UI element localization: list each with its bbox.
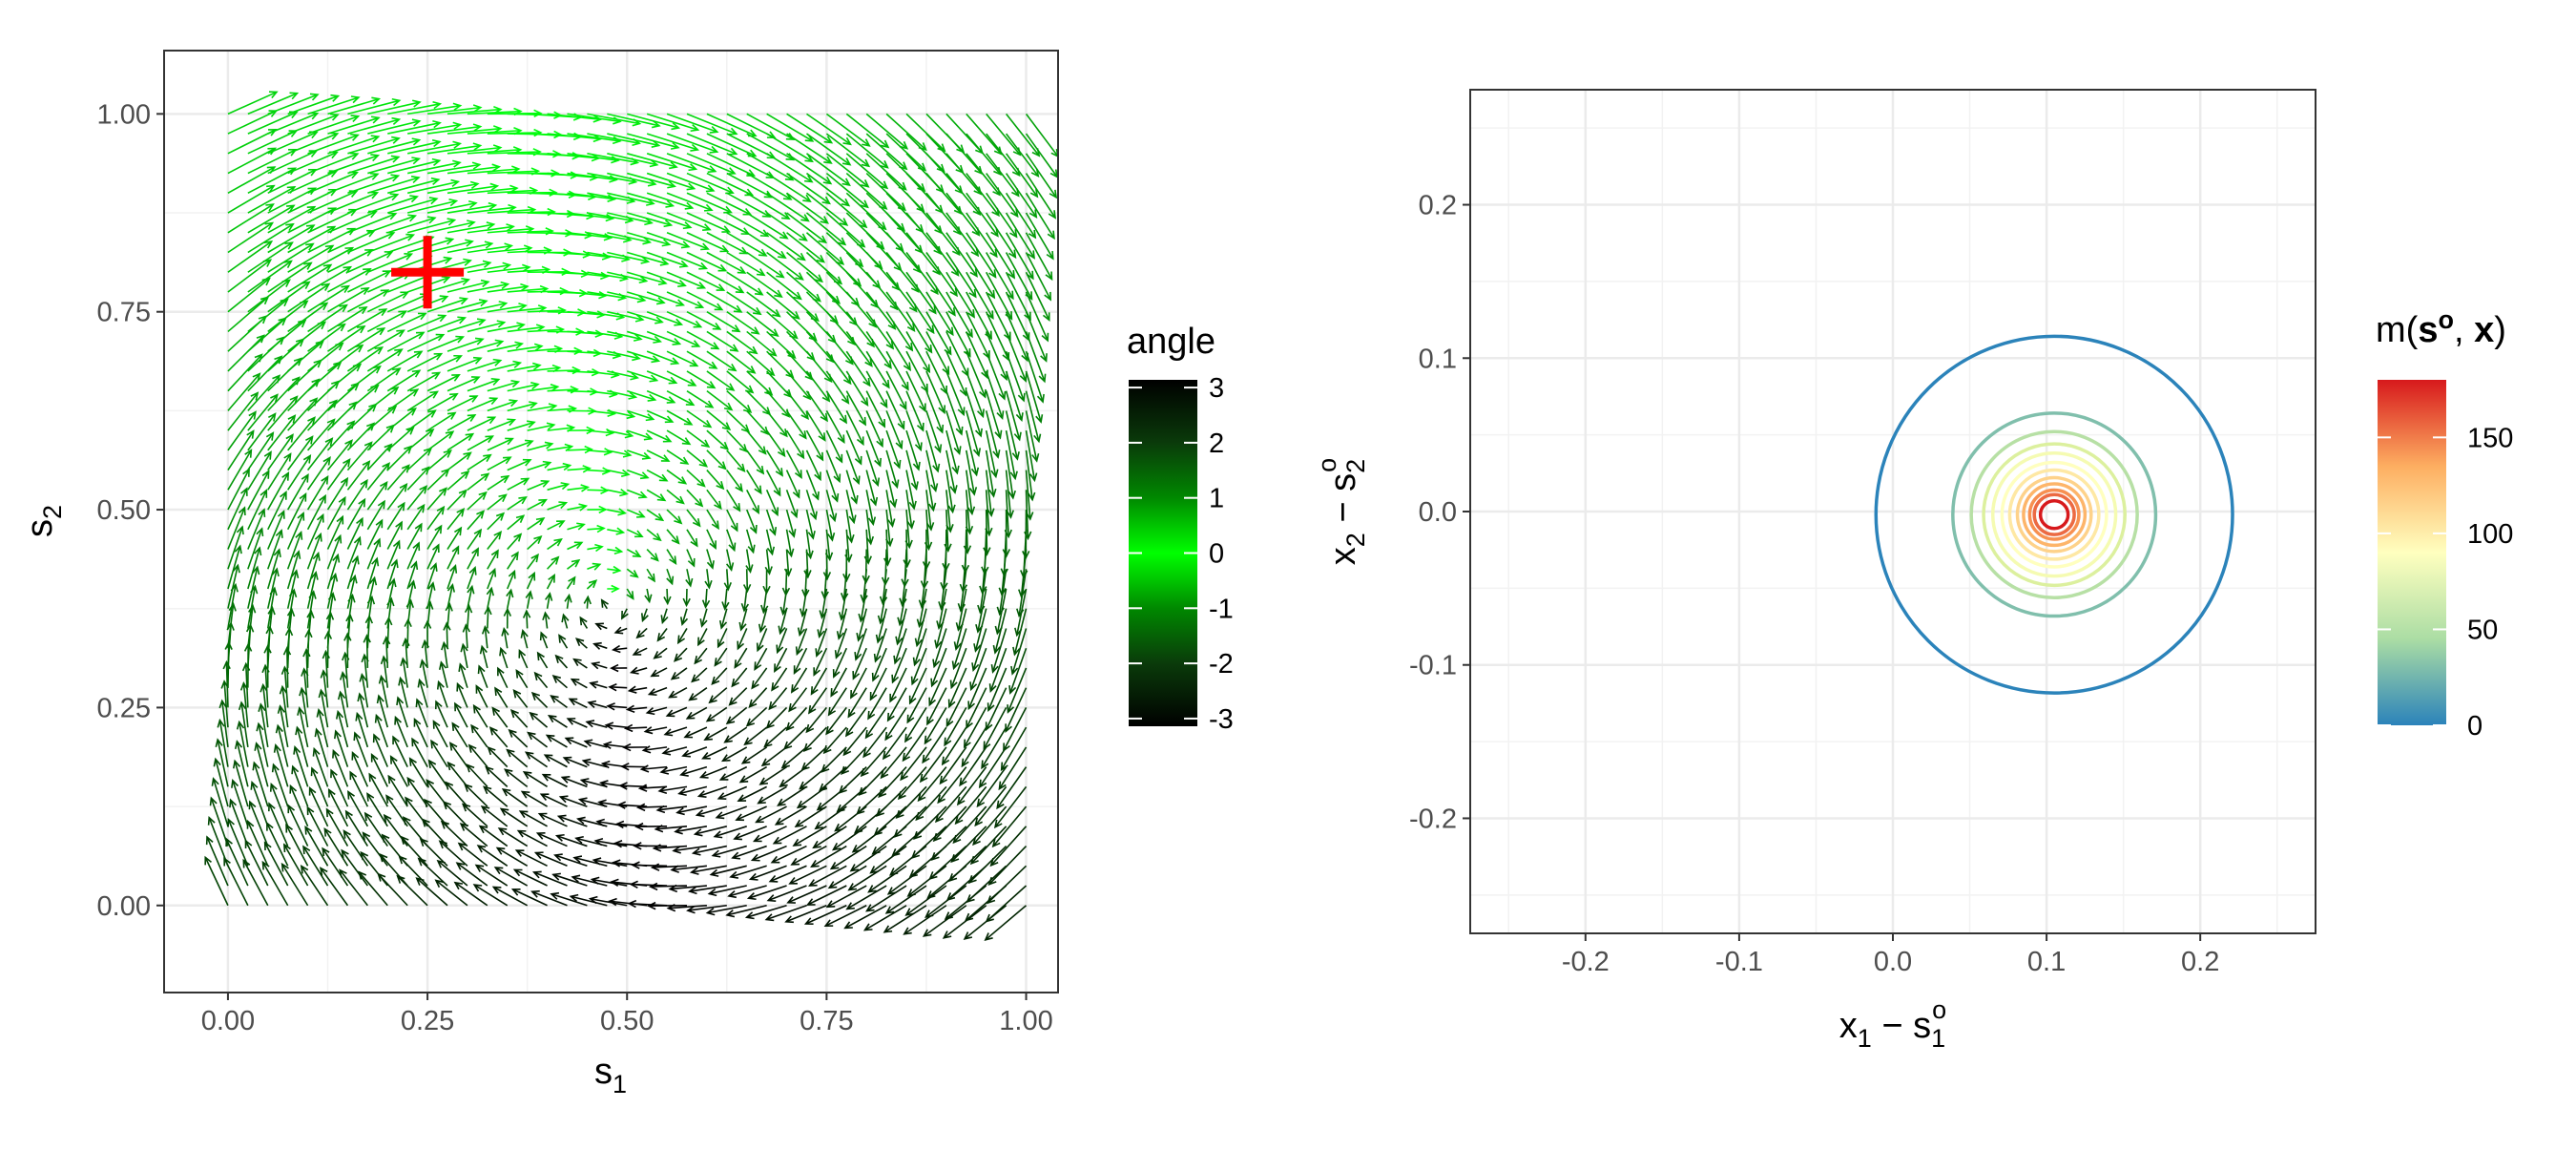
- quiver-arrow: [906, 530, 907, 567]
- legend-tick-label: 0: [2467, 711, 2483, 742]
- legend-tick-label: 3: [1209, 373, 1224, 404]
- x-tick-label: 0.0: [1874, 947, 1912, 977]
- quiver-arrow: [651, 886, 687, 887]
- quiver-x-axis-title: s1: [594, 1052, 627, 1098]
- x-tick-label: 0.1: [2027, 947, 2066, 977]
- quiver-y-axis: 0.00 0.25 0.50 0.75 1.00: [97, 99, 164, 921]
- y-tick-label: 0.2: [1419, 191, 1457, 221]
- y-tick-label: 0.25: [97, 693, 151, 723]
- quiver-arrow: [866, 550, 867, 583]
- angle-legend: angle 3 2 1 0 -1 -2 -3: [1127, 322, 1234, 735]
- x-tick-label: 1.00: [999, 1006, 1052, 1036]
- m-legend-title: m(so, x): [2376, 305, 2506, 350]
- contour-y-axis-title: x2 − s2o: [1313, 458, 1370, 565]
- x-tick-label: 0.00: [201, 1006, 255, 1036]
- m-legend: m(so, x) 150 100 50 0: [2376, 305, 2513, 742]
- x-tick-label: 0.25: [401, 1006, 454, 1036]
- legend-tick-label: 0: [1209, 539, 1224, 570]
- contour-panel: -0.2 -0.1 0.0 0.1 0.2 0.2 0.1 0.0 -0.1 -0.2 x1 −…: [1313, 90, 2513, 1053]
- legend-tick-label: 1: [1209, 484, 1224, 514]
- y-tick-label: 0.50: [97, 495, 151, 526]
- y-tick-label: 1.00: [97, 99, 151, 130]
- contour-y-axis: 0.2 0.1 0.0 -0.1 -0.2: [1409, 191, 1470, 835]
- legend-tick-label: 100: [2467, 519, 2513, 550]
- quiver-x-axis: 0.00 0.25 0.50 0.75 1.00: [201, 993, 1053, 1036]
- x-tick-label: 0.50: [600, 1006, 654, 1036]
- legend-tick-label: 2: [1209, 429, 1224, 459]
- x-tick-label: 0.75: [800, 1006, 853, 1036]
- legend-tick-label: -3: [1209, 704, 1234, 735]
- quiver-arrow: [747, 569, 748, 591]
- angle-legend-title: angle: [1127, 322, 1215, 362]
- contour-x-axis: -0.2 -0.1 0.0 0.1 0.2: [1562, 933, 2220, 977]
- m-colorbar: [2378, 380, 2446, 725]
- x-tick-label: -0.2: [1562, 947, 1610, 977]
- y-tick-label: -0.2: [1409, 804, 1457, 834]
- contour-x-axis-title: x1 − s1o: [1839, 995, 1946, 1053]
- y-tick-label: 0.75: [97, 298, 151, 328]
- y-tick-label: 0.00: [97, 891, 151, 922]
- quiver-arrow: [587, 490, 607, 491]
- y-tick-label: 0.1: [1419, 344, 1457, 374]
- y-tick-label: 0.0: [1419, 497, 1457, 528]
- x-tick-label: 0.2: [2181, 947, 2219, 977]
- quiver-panel: 0.00 0.25 0.50 0.75 1.00 0.00 0.25 0.50 0.75 1.0…: [20, 51, 1234, 1098]
- legend-tick-label: 50: [2467, 615, 2498, 645]
- x-tick-label: -0.1: [1715, 947, 1763, 977]
- quiver-y-axis-title: s2: [20, 505, 67, 537]
- quiver-arrow: [633, 865, 667, 866]
- legend-tick-label: -2: [1209, 649, 1234, 680]
- legend-tick-label: -1: [1209, 594, 1234, 624]
- legend-tick-label: 150: [2467, 423, 2513, 453]
- y-tick-label: -0.1: [1409, 651, 1457, 681]
